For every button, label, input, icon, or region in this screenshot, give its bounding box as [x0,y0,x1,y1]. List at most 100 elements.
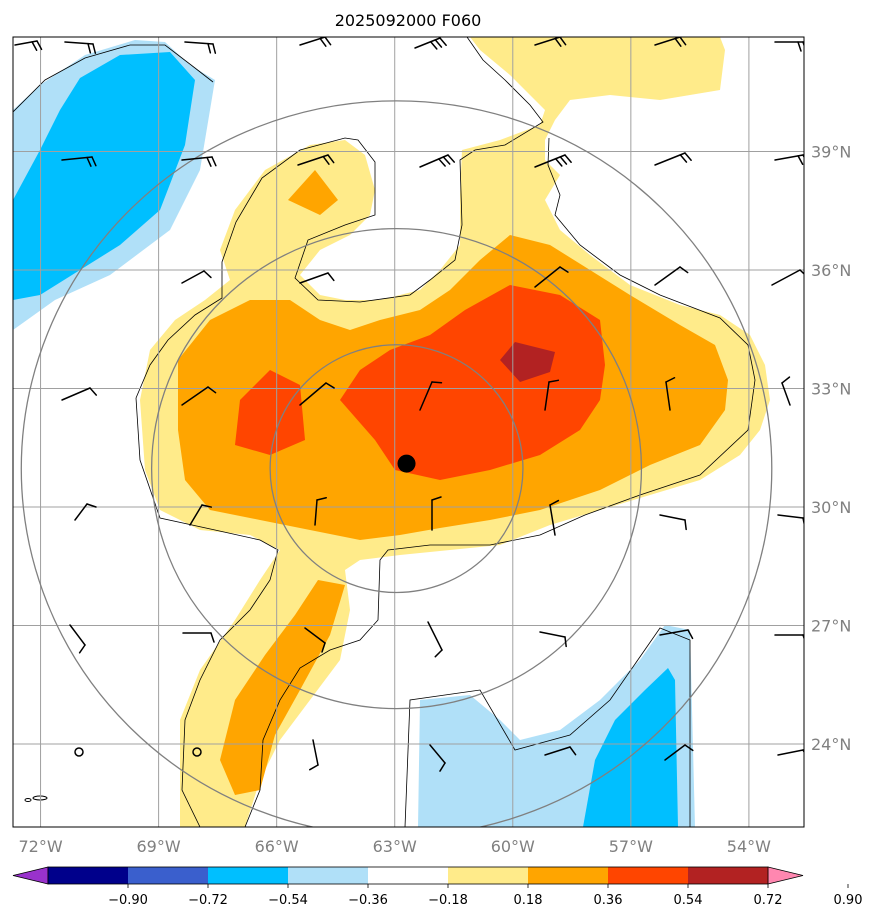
range-ring [150,227,643,710]
wind-barb [771,269,804,286]
wind-barb [429,744,446,772]
colorbar-tick-label: −0.90 [108,893,148,908]
wind-barb [544,379,560,411]
wind-barb [297,154,335,166]
longitude-label: 57°W [609,837,653,856]
negative-anomaly-fields [13,40,695,827]
calm-wind-circle [74,747,84,757]
dark-red-region-core [500,342,555,382]
colorbar-frame [47,866,769,885]
island-bermuda-like [32,795,48,801]
colorbar-segment [448,867,529,884]
latitude-label: 39°N [811,143,851,162]
wind-barb [659,514,687,531]
contour-lines [13,37,756,827]
figure-title: 2025092000 F060 [335,11,482,30]
colorbar-segment [48,867,129,884]
contour-line-east [244,137,756,827]
wind-barb [74,503,97,521]
latitude-label: 36°N [811,261,851,280]
colorbar-tick-label: −0.36 [348,893,388,908]
colorbar-tick-label: 0.18 [514,893,543,908]
colorbar-segment [688,867,769,884]
colorbar-segment [128,867,209,884]
wind-barb [654,37,687,47]
orange-region-northern-spot [288,170,338,215]
longitude-label: 72°W [18,837,62,856]
longitude-label: 60°W [491,837,535,856]
longitude-label: 63°W [373,837,417,856]
longitude-labels: 72°W 69°W 66°W 63°W 60°W 57°W 54°W [18,837,771,856]
wind-barb [184,41,217,54]
colorbar-segment [288,867,369,884]
wind-barb [654,266,689,286]
colorbar-tick-label: −0.72 [188,893,228,908]
wind-barb [69,624,86,654]
wind-barbs [14,37,804,772]
islands [24,795,48,802]
wind-barb [534,154,572,168]
latitude-label: 27°N [811,617,851,636]
longitude-label: 54°W [727,837,771,856]
colorbar-extend-high [767,866,804,885]
wind-barb [61,387,98,401]
wind-barb [664,744,694,761]
red-orange-region-west [235,370,305,455]
colorbar-tick-label: −0.54 [268,893,308,908]
latitude-label: 24°N [811,735,851,754]
wind-barb [181,270,212,284]
contour-line-northwest [13,44,214,113]
latitude-labels: 39°N 36°N 33°N 30°N 27°N 24°N [811,143,851,754]
colorbar-tick-label: −0.18 [428,893,468,908]
wind-barb [299,382,335,406]
wind-barb [419,154,456,168]
wind-barb [431,496,442,531]
wind-barb [781,376,791,406]
positive-anomaly-fields [140,37,770,827]
wind-barb [549,499,560,536]
colorbar-tick-label: 0.54 [674,893,703,908]
wind-barb [539,631,567,648]
latitude-label: 33°N [811,380,851,399]
blue-region-northwest [13,52,195,300]
wind-barb [181,386,217,406]
colorbar-tick-label: 0.90 [834,893,863,908]
longitude-label: 69°W [137,837,181,856]
colorbar-segment [368,867,449,884]
colorbar-extend-low [12,866,49,885]
wind-barb [544,746,577,756]
latitude-label: 30°N [811,498,851,517]
contour-line-west [135,397,279,827]
map-frame [12,36,805,828]
range-rings [20,100,773,827]
wind-barb [534,37,567,47]
colorbar-tick-label: 0.72 [754,893,783,908]
wind-barb [419,381,443,411]
wind-barb [534,266,569,288]
colorbar-segment [528,867,609,884]
wind-barb [64,41,97,54]
wind-barb [304,627,326,653]
wind-barb [309,739,319,771]
gridlines [13,37,804,827]
calm-wind-circle [192,747,202,757]
contour-line-north [135,37,544,399]
wind-barb [61,156,97,167]
wind-barb [299,37,332,47]
range-ring [20,100,773,827]
wind-barb [665,377,676,411]
map-area [13,37,804,827]
longitude-label: 66°W [255,837,299,856]
range-ring [269,344,524,594]
calm-wind-markers [74,747,202,757]
wind-barb [654,152,692,166]
wind-barb [189,504,213,526]
colorbar-segment [208,867,289,884]
colorbar-segment [608,867,689,884]
island-small [24,798,32,802]
contour-line-southeast [404,627,691,827]
colorbar-tick-label: 0.36 [594,893,623,908]
wind-barb [182,632,215,643]
wind-barb [181,156,217,167]
